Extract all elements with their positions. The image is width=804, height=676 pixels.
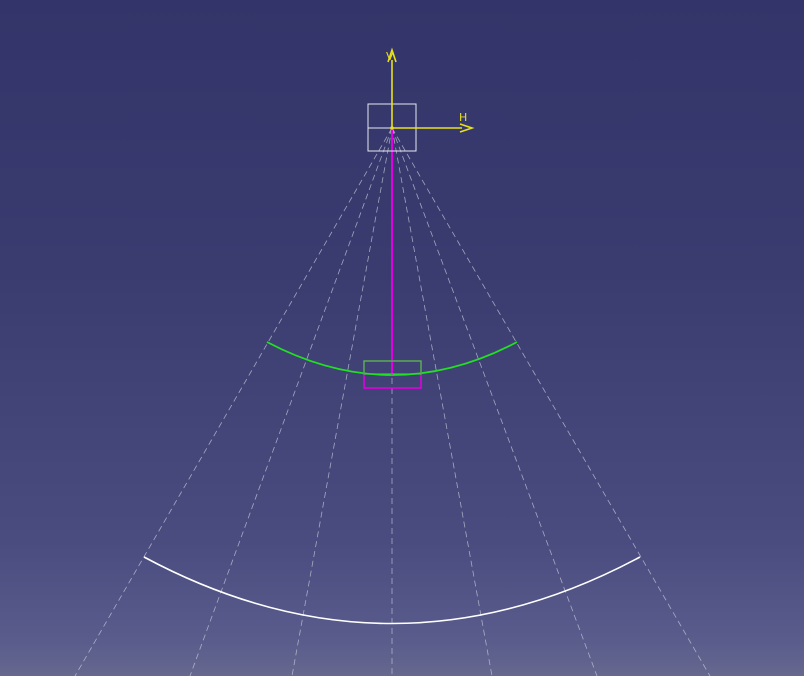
horizontal-axis-label: H <box>459 111 467 124</box>
vertical-axis-arrow-icon <box>387 47 397 63</box>
guide-line-5 <box>391 127 493 676</box>
construction-lines <box>74 127 711 676</box>
outer-arc[interactable] <box>143 556 641 625</box>
guide-line-7 <box>391 127 711 676</box>
vertical-axis[interactable] <box>387 47 397 128</box>
horizontal-axis[interactable] <box>392 123 475 133</box>
profile-rectangle-highlight <box>363 360 422 375</box>
vertical-axis-label: V <box>386 50 394 63</box>
horizontal-axis-arrow-icon <box>459 123 475 133</box>
guide-line-1 <box>74 127 393 676</box>
guide-line-3 <box>291 127 393 676</box>
guide-line-2 <box>189 127 393 676</box>
origin-point[interactable] <box>390 126 394 130</box>
guide-line-6 <box>391 127 598 676</box>
